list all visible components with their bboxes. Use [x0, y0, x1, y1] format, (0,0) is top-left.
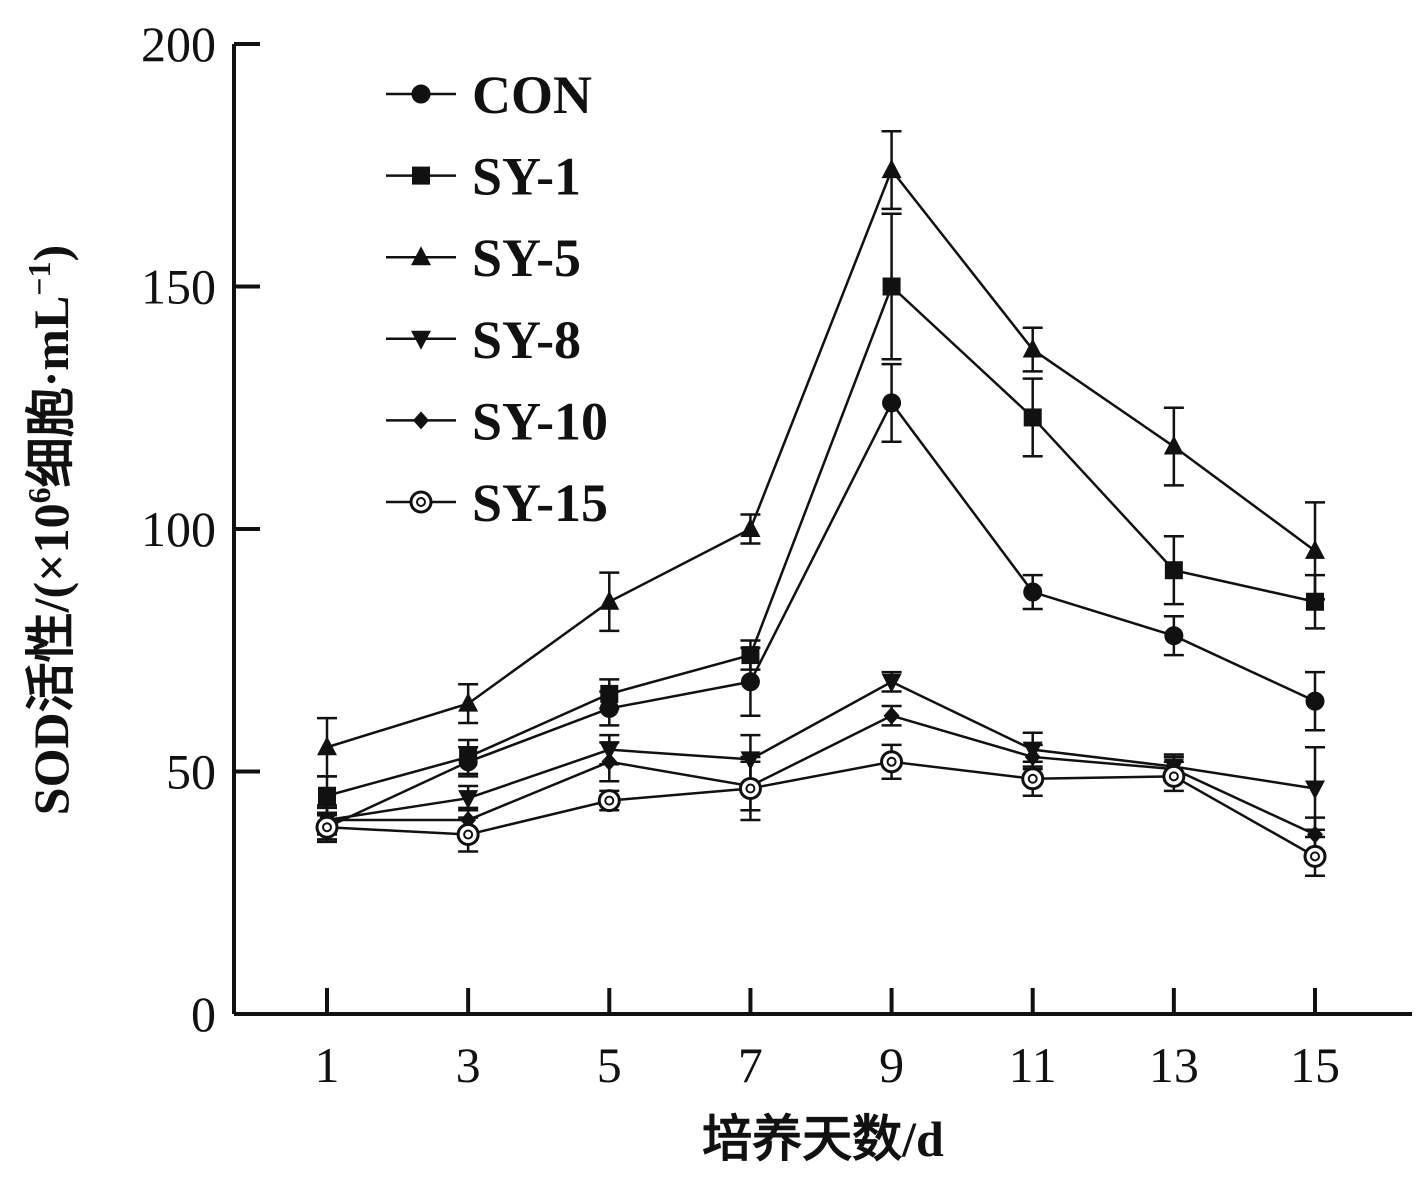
legend-label-sy-1: SY-1 — [472, 147, 581, 207]
legend-label-sy-5: SY-5 — [472, 228, 581, 288]
data-point-sy-1 — [1023, 408, 1042, 427]
data-point-sy-15 — [456, 823, 480, 847]
data-point-sy-8 — [881, 673, 902, 693]
legend-marker-sy-10 — [413, 411, 429, 430]
data-point-sy-15-inner — [745, 783, 756, 794]
data-point-sy-1 — [741, 646, 760, 665]
data-point-sy-8 — [458, 790, 479, 810]
y-tick-label: 100 — [141, 501, 216, 557]
series-sy-1 — [317, 212, 1325, 817]
x-tick-label: 13 — [1149, 1037, 1199, 1093]
data-point-sy-15 — [597, 789, 621, 813]
data-point-sy-1 — [1306, 592, 1324, 611]
data-point-sy-15-inner — [1168, 771, 1179, 782]
data-point-sy-15 — [315, 815, 339, 839]
data-point-sy-15-inner — [463, 829, 474, 840]
series-sy-5 — [317, 130, 1325, 778]
legend-label-sy-10: SY-10 — [472, 391, 608, 451]
y-axis-title-sup2: −1 — [21, 261, 57, 295]
data-point-sy-1 — [318, 786, 336, 805]
x-tick-label: 1 — [315, 1037, 340, 1093]
series-line-sy-1 — [326, 284, 1316, 797]
y-tick-label: 200 — [141, 16, 216, 72]
series-line-sy-15 — [326, 760, 1316, 858]
data-point-sy-5 — [1022, 338, 1043, 358]
data-point-sy-5 — [599, 590, 620, 610]
legend-item-sy-8: SY-8 — [386, 310, 581, 370]
x-tick-label: 15 — [1290, 1037, 1340, 1093]
data-point-sy-15 — [738, 776, 762, 800]
data-point-con — [1305, 691, 1325, 711]
data-point-sy-15-inner — [604, 795, 615, 806]
series-line-sy-10 — [327, 714, 1316, 836]
legend-marker-sy-1 — [412, 166, 430, 185]
legend-marker-sy-5 — [411, 246, 431, 266]
legend-item-sy-15: SY-15 — [386, 473, 608, 533]
data-point-con — [1164, 626, 1184, 646]
data-point-sy-5 — [458, 692, 479, 712]
data-point-sy-5 — [881, 159, 902, 179]
legend: CON SY-1 SY-5 SY-8 SY-10 SY-15 — [386, 65, 608, 533]
legend-label-sy-8: SY-8 — [472, 310, 581, 370]
x-tick-label: 7 — [738, 1037, 763, 1093]
legend-label-sy-15: SY-15 — [472, 473, 608, 533]
x-axis-title: 培养天数/d — [702, 1111, 944, 1167]
data-point-sy-8 — [1305, 780, 1325, 800]
y-axis-title-end: ) — [23, 245, 79, 262]
y-axis-title-main: SOD活性/(×10 — [23, 503, 79, 815]
data-point-sy-10 — [1307, 825, 1323, 844]
data-point-con — [882, 393, 902, 413]
series-sy-15 — [315, 743, 1327, 878]
legend-marker-sy-15 — [409, 490, 433, 514]
data-point-sy-10 — [883, 706, 900, 725]
data-point-sy-5 — [317, 736, 337, 756]
data-point-sy-15 — [1021, 767, 1045, 791]
data-point-sy-1 — [882, 277, 901, 296]
legend-item-sy-10: SY-10 — [386, 391, 608, 451]
data-point-sy-5 — [1163, 435, 1184, 455]
y-axis-title: SOD活性/(×106细胞·mL−1) — [21, 245, 79, 815]
legend-marker-sy-8 — [411, 330, 431, 350]
data-point-sy-1 — [600, 684, 619, 703]
series-line-sy-8 — [326, 680, 1316, 822]
x-tick-label: 11 — [1009, 1037, 1057, 1093]
data-point-sy-1 — [459, 747, 478, 766]
legend-marker-sy-15-inner — [416, 497, 426, 507]
y-axis-title-mid: 细胞·mL — [23, 296, 79, 488]
y-axis-ticks: 0 50 100 150 200 — [141, 16, 260, 1042]
data-point-con — [1023, 582, 1043, 602]
legend-label-con: CON — [472, 65, 592, 125]
data-point-sy-5 — [740, 518, 761, 537]
x-tick-label: 3 — [456, 1037, 481, 1093]
y-axis-title-sup: 6 — [21, 487, 57, 503]
legend-item-con: CON — [386, 65, 592, 125]
data-point-sy-15-inner — [1027, 773, 1038, 784]
data-point-sy-1 — [1164, 561, 1183, 580]
data-point-sy-15-inner — [1310, 851, 1320, 862]
x-tick-label: 5 — [597, 1037, 622, 1093]
x-tick-label: 9 — [879, 1037, 904, 1093]
series-layer — [315, 130, 1327, 878]
legend-marker-con — [411, 84, 431, 104]
data-point-sy-15 — [1162, 764, 1186, 788]
y-tick-label: 50 — [166, 744, 216, 800]
series-line-con — [326, 400, 1316, 829]
data-point-sy-15 — [880, 750, 904, 774]
data-point-sy-15-inner — [886, 756, 897, 767]
legend-item-sy-1: SY-1 — [386, 147, 581, 207]
legend-item-sy-5: SY-5 — [386, 228, 581, 288]
data-point-sy-15 — [1303, 844, 1327, 868]
data-point-con — [740, 672, 760, 692]
series-line-sy-5 — [326, 167, 1316, 749]
data-point-sy-10 — [601, 752, 618, 771]
x-axis-ticks: 1 3 5 7 9 11 13 15 — [315, 988, 1340, 1093]
data-point-sy-15-inner — [322, 822, 332, 833]
y-tick-label: 0 — [191, 986, 216, 1042]
data-point-sy-5 — [1305, 539, 1325, 559]
y-tick-label: 150 — [141, 259, 216, 315]
